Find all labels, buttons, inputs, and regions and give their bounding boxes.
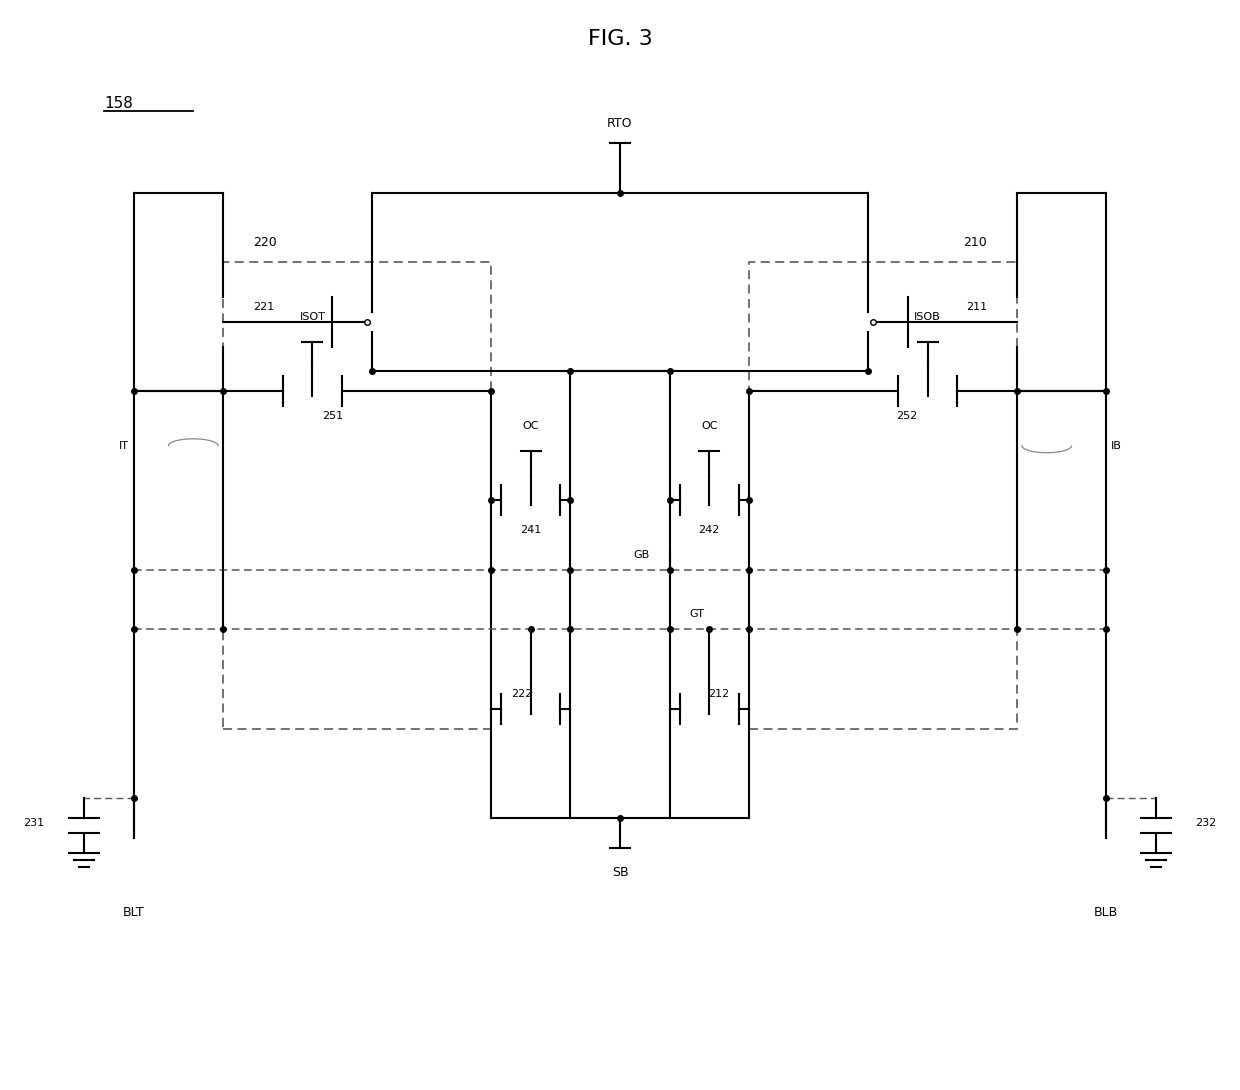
Text: 158: 158 <box>104 96 133 111</box>
Text: 252: 252 <box>897 411 918 421</box>
Text: 251: 251 <box>322 411 343 421</box>
Text: 210: 210 <box>963 235 987 249</box>
Text: IB: IB <box>1111 440 1122 451</box>
Text: IT: IT <box>119 440 129 451</box>
Text: BLT: BLT <box>123 906 145 919</box>
Text: OC: OC <box>701 421 718 431</box>
Text: 232: 232 <box>1195 818 1216 828</box>
Text: 231: 231 <box>24 818 45 828</box>
Bar <box>749 263 1017 728</box>
Text: ISOT: ISOT <box>299 312 325 322</box>
Text: 220: 220 <box>253 235 277 249</box>
Bar <box>223 263 491 728</box>
Text: 212: 212 <box>708 689 729 699</box>
Text: RTO: RTO <box>608 117 632 130</box>
Text: 242: 242 <box>698 525 720 535</box>
Text: 241: 241 <box>520 525 542 535</box>
Text: GB: GB <box>634 550 650 560</box>
Text: 222: 222 <box>511 689 532 699</box>
Text: SB: SB <box>611 865 629 879</box>
Text: BLB: BLB <box>1094 906 1118 919</box>
Text: OC: OC <box>522 421 539 431</box>
Text: ISOB: ISOB <box>914 312 941 322</box>
Text: 211: 211 <box>966 302 987 312</box>
Text: GT: GT <box>689 609 704 619</box>
Text: FIG. 3: FIG. 3 <box>588 29 652 49</box>
Text: 221: 221 <box>253 302 274 312</box>
